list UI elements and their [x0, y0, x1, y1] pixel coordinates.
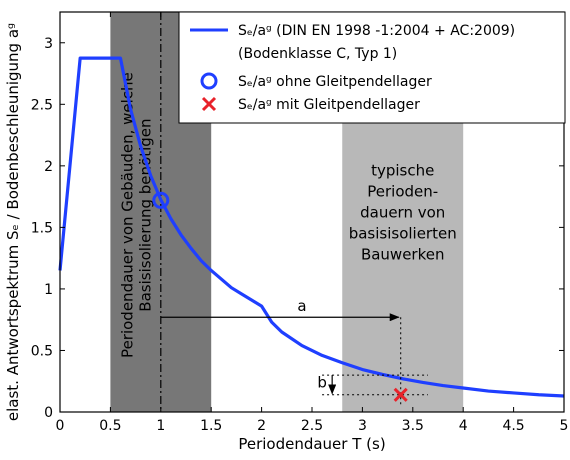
legend-x-marker: [201, 96, 217, 112]
band-light-line: Perioden-: [367, 183, 438, 201]
x-tick-label: 4: [459, 418, 468, 434]
y-tick-label: 2: [44, 159, 53, 175]
label-b: b: [317, 373, 327, 391]
x-axis-ticks: 0 0.5 1 1.5 2 2.5 3 3.5 4 4.5 5: [56, 12, 569, 434]
point-x: [393, 387, 408, 402]
x-tick-label: 2.5: [301, 418, 323, 434]
point-x-stroke: [393, 387, 408, 402]
y-axis-label: elast. Antwortspektrum Sₑ / Bodenbeschle…: [4, 23, 22, 421]
band-light-line: Bauwerken: [361, 246, 445, 264]
x-axis-label: Periodendauer T (s): [238, 435, 385, 453]
legend-x-label: Sₑ/aᵍ mit Gleitpendellager: [238, 97, 420, 113]
y-tick-label: 0.5: [31, 343, 53, 359]
series-line: [58, 56, 565, 398]
band-light-line: typische: [371, 162, 434, 180]
y-tick-label: 1: [44, 282, 53, 298]
legend-line-label: Sₑ/aᵍ (DIN EN 1998 -1:2004 + AC:2009): [238, 23, 515, 39]
y-tick-label: 3: [44, 36, 53, 52]
x-tick-label: 1.5: [200, 418, 222, 434]
x-tick-label: 0: [56, 418, 65, 434]
series-layer: [58, 56, 565, 398]
band-light-line: dauern von: [360, 204, 445, 222]
label-a: a: [297, 297, 306, 315]
legend-circle-label: Sₑ/aᵍ ohne Gleitpendellager: [238, 74, 432, 90]
x-tick-label: 1: [156, 418, 165, 434]
band-dark-line: Periodendauer von Gebäuden, welche: [119, 72, 137, 358]
x-tick-label: 4.5: [502, 418, 524, 434]
band-label-light: typische Perioden-dauern von basisisoliert…: [349, 162, 457, 264]
x-tick-label: 3: [358, 418, 367, 434]
band-label-dark: Periodendauer von Gebäuden, welche Basisi…: [119, 72, 155, 358]
x-tick-label: 3.5: [402, 418, 424, 434]
x-tick-label: 0.5: [99, 418, 121, 434]
y-tick-label: 1.5: [31, 220, 53, 236]
band-dark-line: Basisisolierung benötigen: [137, 118, 155, 311]
x-tick-label: 5: [560, 418, 569, 434]
legend-box: [178, 11, 566, 124]
band-light-line: basisisolierten: [349, 225, 457, 243]
legend-circle-marker: [200, 72, 218, 90]
annotations-layer: ab: [160, 297, 428, 406]
y-tick-label: 2.5: [31, 97, 53, 113]
points-layer: [152, 191, 408, 402]
legend-line-sublabel: (Bodenklasse C, Typ 1): [238, 46, 397, 62]
x-tick-label: 2: [257, 418, 266, 434]
point-circle: [152, 191, 170, 209]
y-tick-label: 0: [44, 405, 53, 421]
legend: Sₑ/aᵍ (DIN EN 1998 -1:2004 + AC:2009) (B…: [178, 11, 566, 124]
